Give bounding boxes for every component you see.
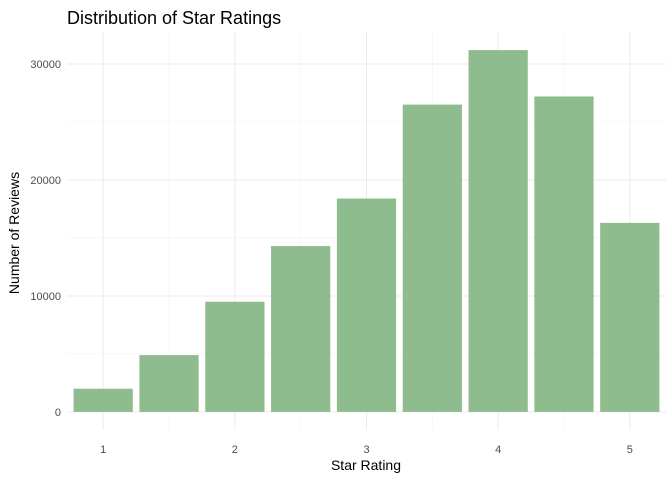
chart-title: Distribution of Star Ratings — [67, 8, 281, 28]
bar-4 — [271, 246, 331, 412]
bars — [73, 50, 660, 412]
bar-7 — [468, 50, 528, 412]
x-axis-tick-labels: 1 2 3 4 5 — [100, 444, 633, 456]
bar-6 — [402, 104, 462, 412]
y-tick-label: 10000 — [30, 291, 61, 303]
bar-3 — [205, 301, 265, 412]
bar-9 — [600, 222, 660, 412]
y-axis-title: Number of Reviews — [6, 172, 22, 294]
x-tick-label: 1 — [100, 444, 106, 456]
y-tick-label: 30000 — [30, 59, 61, 71]
x-tick-label: 3 — [363, 444, 369, 456]
y-axis-tick-labels: 0 10000 20000 30000 — [30, 59, 61, 419]
x-axis-title: Star Rating — [331, 457, 401, 473]
bar-1 — [73, 388, 133, 412]
bar-2 — [139, 355, 199, 412]
x-tick-label: 2 — [232, 444, 238, 456]
x-tick-label: 5 — [627, 444, 633, 456]
x-tick-label: 4 — [495, 444, 501, 456]
y-tick-label: 0 — [55, 407, 61, 419]
bar-5 — [336, 198, 397, 412]
bar-8 — [534, 96, 594, 412]
y-tick-label: 20000 — [30, 175, 61, 187]
